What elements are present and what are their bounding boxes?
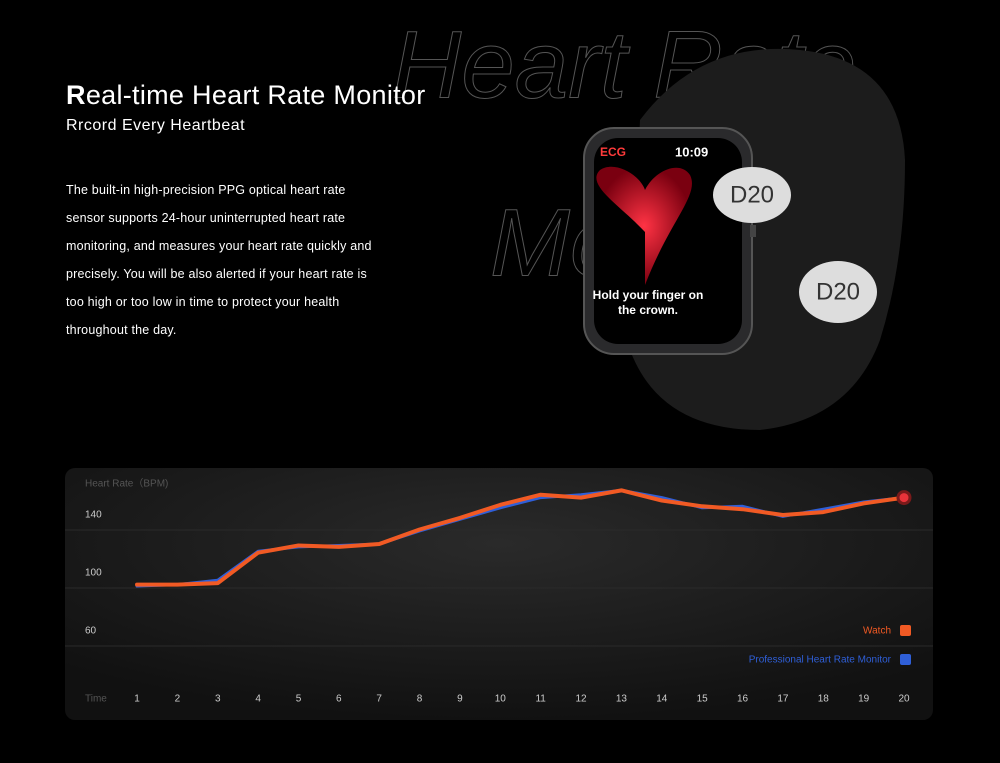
legend-swatch [900,625,911,636]
legend-label: Watch [863,626,891,637]
watch-prompt: the crown. [618,303,678,317]
watch-time: 10:09 [675,144,708,159]
body-text: The built-in high-precision PPG optical … [66,183,372,337]
y-tick-label: 60 [85,626,97,637]
x-tick-label: 5 [296,694,302,705]
x-tick-label: 14 [656,694,668,705]
watch-app: ECG [600,145,626,159]
x-tick-label: 15 [697,694,709,705]
x-tick-label: 16 [737,694,749,705]
x-tick-label: 8 [417,694,423,705]
x-tick-label: 17 [777,694,789,705]
x-tick-label: 7 [376,694,382,705]
x-tick-label: 10 [495,694,507,705]
header: Real-time Heart Rate Monitor Rrcord Ever… [66,80,426,135]
y-axis-title: Heart Rate（BPM) [85,478,168,490]
watch-prompt: Hold your finger on [593,288,704,302]
chart-panel [65,468,933,720]
x-tick-label: 19 [858,694,870,705]
x-axis-title: Time [85,694,107,705]
watch: ECG 10:09 Hold your finger on the crown.… [583,48,905,430]
legend-swatch [900,654,911,665]
x-tick-label: 1 [134,694,140,705]
subtitle: Rrcord Every Heartbeat [66,117,246,134]
x-tick-label: 20 [898,694,910,705]
x-tick-label: 12 [575,694,587,705]
series-line [135,488,906,587]
x-tick-label: 6 [336,694,342,705]
y-tick-label: 100 [85,568,102,579]
x-tick-label: 11 [535,694,546,705]
x-tick-label: 2 [175,694,181,705]
title: Real-time Heart Rate Monitor [66,80,426,110]
x-tick-label: 18 [818,694,830,705]
x-tick-label: 9 [457,694,463,705]
y-tick-label: 140 [85,510,102,521]
x-tick-label: 4 [255,694,261,705]
x-tick-label: 13 [616,694,628,705]
badge: D20 [816,278,860,305]
end-point [896,490,912,506]
x-tick-label: 3 [215,694,221,705]
badge: D20 [730,181,774,208]
legend-label: Professional Heart Rate Monitor [749,655,892,666]
